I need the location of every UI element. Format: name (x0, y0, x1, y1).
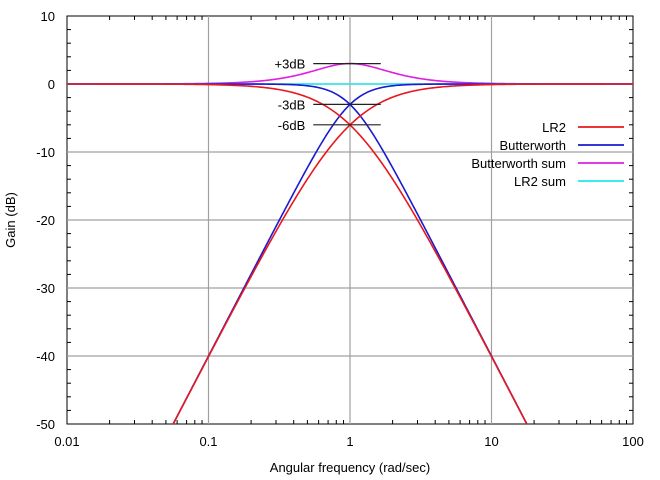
y-tick-label: -30 (36, 281, 55, 296)
x-tick-label: 100 (622, 434, 644, 449)
x-tick-label: 1 (346, 434, 353, 449)
legend-label: Butterworth sum (471, 156, 566, 171)
legend-label: LR2 sum (514, 174, 566, 189)
y-tick-labels: 10 0 -10 -20 -30 -40 -50 (36, 9, 55, 432)
annotation-label: -6dB (278, 118, 305, 133)
y-tick-label: -20 (36, 213, 55, 228)
y-tick-label: 0 (48, 77, 55, 92)
y-tick-label: -50 (36, 417, 55, 432)
annotation-label: -3dB (278, 97, 305, 112)
curve-group (67, 62, 633, 424)
x-axis-title: Angular frequency (rad/sec) (270, 460, 430, 475)
x-tick-label: 0.01 (54, 434, 79, 449)
legend-label: Butterworth (500, 138, 566, 153)
minor-ticks (67, 16, 633, 424)
y-tick-label: -40 (36, 349, 55, 364)
annotations: +3dB -3dB -6dB (275, 57, 381, 133)
grid (67, 16, 633, 424)
lr2-lowpass-line (67, 83, 528, 424)
lr2-highpass-line (172, 83, 633, 424)
curves (67, 62, 633, 424)
legend-label: LR2 (542, 120, 566, 135)
y-tick-label: 10 (41, 9, 55, 24)
legend: LR2 Butterworth Butterworth sum LR2 sum (471, 120, 624, 189)
y-axis-title: Gain (dB) (3, 192, 18, 248)
x-tick-labels: 0.01 0.1 1 10 100 (54, 434, 644, 449)
x-tick-label: 10 (484, 434, 498, 449)
x-tick-label: 0.1 (199, 434, 217, 449)
butterworth-highpass-line (172, 83, 633, 424)
annotation-label: +3dB (275, 57, 306, 72)
butterworth-lowpass-line (67, 83, 528, 424)
y-tick-label: -10 (36, 145, 55, 160)
